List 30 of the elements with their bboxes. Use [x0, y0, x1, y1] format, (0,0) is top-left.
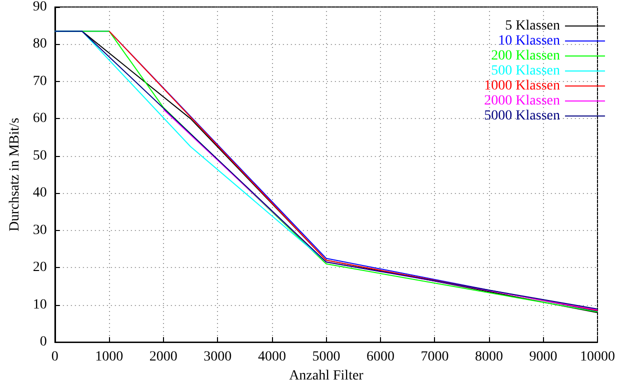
x-tick-label: 7000	[420, 350, 449, 365]
legend-label: 200 Klassen	[491, 48, 560, 64]
legend-label: 500 Klassen	[491, 64, 560, 78]
y-axis-title: Durchsatz in MBit/s	[8, 118, 22, 232]
x-tick-label: 3000	[204, 350, 232, 365]
legend-label: 10 Klassen	[498, 34, 560, 48]
x-tick-label: 2000	[149, 350, 178, 365]
y-tick-label: 0	[40, 334, 47, 350]
x-tick-label: 1000	[95, 350, 124, 365]
x-axis-title: Anzahl Filter	[289, 368, 364, 384]
y-tick-label: 90	[32, 0, 47, 14]
x-tick-label: 6000	[366, 350, 394, 365]
x-tick-label: 8000	[474, 350, 503, 365]
y-tick-label: 50	[32, 148, 47, 164]
x-tick-label: 4000	[258, 350, 286, 365]
legend-label: 5000 Klassen	[484, 108, 560, 124]
y-tick-label: 80	[32, 36, 47, 52]
legend-label: 2000 Klassen	[484, 94, 560, 108]
legend-label: 5 Klassen	[505, 18, 560, 34]
x-tick-label: 5000	[312, 350, 340, 365]
x-tick-label: 0	[51, 350, 58, 365]
x-tick-label: 9000	[529, 350, 558, 365]
x-tick-label: 10000	[580, 350, 615, 365]
y-tick-label: 40	[32, 186, 47, 201]
y-tick-label: 30	[32, 222, 47, 238]
legend-label: 1000 Klassen	[484, 78, 560, 94]
y-tick-label: 20	[32, 260, 47, 276]
y-tick-label: 60	[32, 111, 47, 126]
y-tick-label: 10	[32, 297, 47, 312]
y-tick-label: 70	[32, 74, 47, 89]
